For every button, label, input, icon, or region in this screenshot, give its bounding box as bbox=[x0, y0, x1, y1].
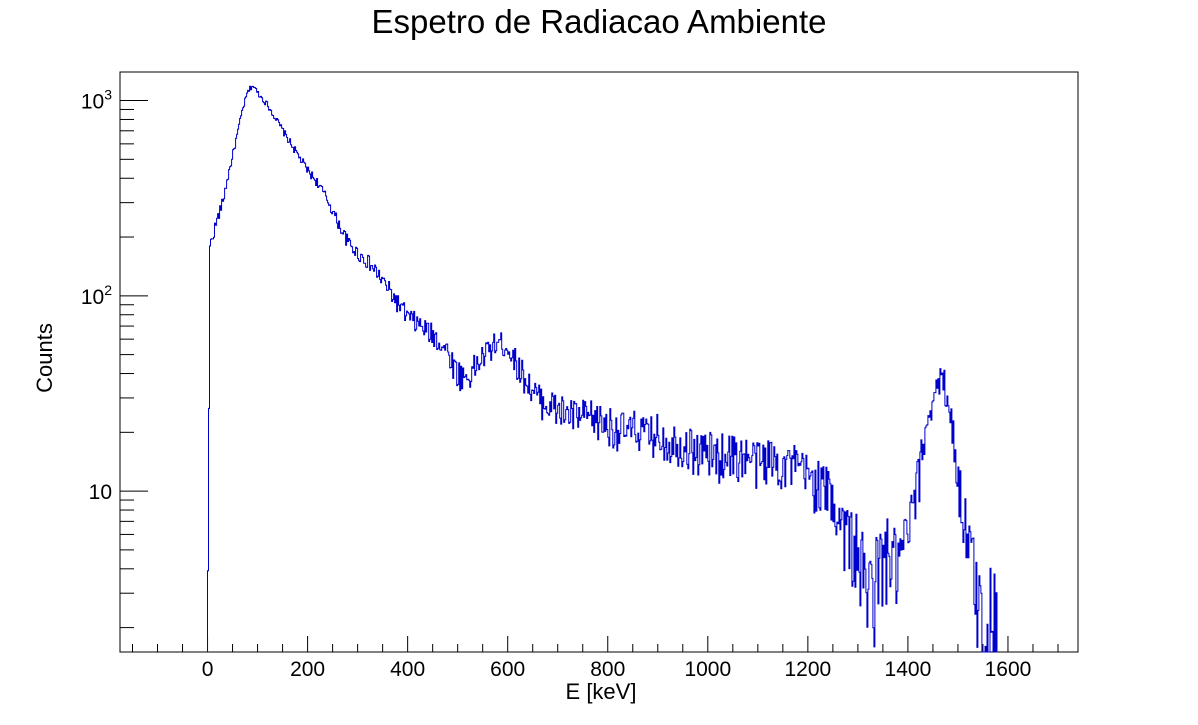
x-tick-label: 600 bbox=[490, 658, 525, 681]
y-tick-base: 10 bbox=[81, 286, 104, 309]
x-axis: 0 200 400 600 800 1000 1200 1400 1600 bbox=[132, 636, 1059, 681]
y-tick-exponent: 2 bbox=[104, 282, 112, 298]
y-axis-title: Counts bbox=[32, 323, 57, 393]
y-tick-exponent: 3 bbox=[104, 87, 112, 103]
histogram-series-line bbox=[207, 85, 998, 653]
x-tick-label: 0 bbox=[202, 658, 214, 681]
x-tick-label: 1000 bbox=[684, 658, 731, 681]
x-tick-label: 800 bbox=[590, 658, 625, 681]
x-axis-title: E [keV] bbox=[566, 679, 637, 704]
y-tick-label: 10 bbox=[89, 481, 112, 504]
x-tick-label: 200 bbox=[290, 658, 325, 681]
y-tick-label: 103 bbox=[81, 87, 112, 114]
x-tick-label: 1400 bbox=[885, 658, 932, 681]
plot-frame bbox=[119, 71, 1079, 653]
x-tick-label: 1200 bbox=[784, 658, 831, 681]
chart-title: Espetro de Radiacao Ambiente bbox=[372, 3, 827, 40]
y-tick-label: 102 bbox=[81, 282, 112, 309]
y-tick-base: 10 bbox=[89, 481, 112, 504]
y-tick-base: 10 bbox=[81, 91, 104, 114]
x-tick-label: 400 bbox=[390, 658, 425, 681]
x-tick-label: 1600 bbox=[985, 658, 1032, 681]
